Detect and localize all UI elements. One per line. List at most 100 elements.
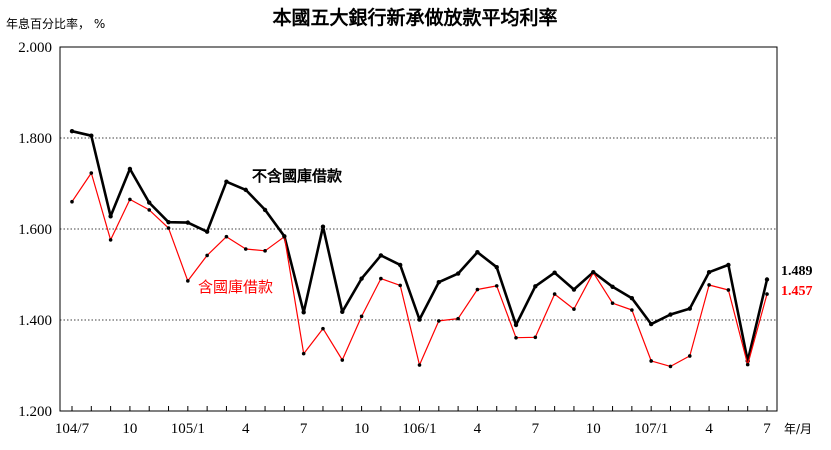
x-tick-label: 10: [354, 421, 369, 437]
data-point: [224, 234, 229, 239]
data-point: [321, 326, 325, 331]
data-point: [572, 307, 576, 311]
data-point: [726, 288, 731, 292]
data-point: [706, 270, 712, 275]
data-point: [765, 292, 769, 296]
series-line: [71, 172, 768, 367]
data-point: [475, 287, 480, 292]
data-point: [108, 214, 113, 219]
chart-title: 本國五大銀行新承做放款平均利率: [272, 6, 557, 29]
data-point: [69, 128, 75, 134]
data-point: [610, 301, 615, 305]
x-tick-label: 7: [763, 421, 771, 437]
data-point: [224, 179, 229, 184]
data-point: [417, 317, 422, 322]
data-point: [687, 354, 692, 358]
y-tick-label: 1.400: [18, 313, 52, 329]
x-tick-label: 10: [122, 421, 137, 437]
y-tick-label: 1.800: [18, 131, 52, 147]
data-point: [282, 234, 287, 239]
data-point: [668, 364, 673, 369]
data-point: [726, 262, 731, 268]
x-tick-label: 4: [474, 421, 482, 437]
y-axis-ticks: 1.200 1.400 1.600 1.800 2.000: [18, 40, 52, 420]
data-point: [89, 133, 94, 138]
x-tick-label: 7: [532, 421, 540, 437]
y-tick-label: 2.000: [18, 40, 52, 56]
data-point: [764, 277, 770, 282]
data-point: [571, 287, 577, 292]
data-point: [436, 280, 442, 285]
data-point: [417, 363, 422, 367]
data-point: [320, 224, 326, 229]
x-tick-label: 7: [300, 421, 308, 437]
data-point: [629, 295, 635, 301]
x-tick-label: 4: [242, 421, 250, 437]
data-point: [127, 166, 133, 172]
data-point: [649, 359, 653, 363]
data-point: [243, 247, 248, 251]
data-point: [455, 271, 461, 276]
data-point: [89, 171, 94, 175]
end-value-including-treasury: 1.457: [781, 284, 813, 299]
data-point: [166, 226, 171, 230]
data-point: [668, 312, 673, 317]
data-point: [648, 321, 654, 327]
data-point: [204, 229, 210, 234]
data-point: [301, 351, 306, 356]
x-tick-label: 106/1: [402, 421, 436, 437]
y-axis-label: 年息百分比率， %: [6, 16, 105, 31]
x-tick-label: 107/1: [634, 421, 668, 437]
data-point: [610, 284, 615, 289]
data-point: [301, 310, 306, 315]
series-label-excluding-treasury: 不含國庫借款: [252, 167, 343, 185]
data-point: [108, 238, 113, 242]
data-point: [185, 220, 191, 225]
y-tick-label: 1.200: [18, 404, 52, 420]
data-point: [359, 276, 364, 281]
data-point: [243, 187, 248, 193]
data-point: [533, 335, 538, 340]
data-point: [262, 207, 268, 213]
data-point: [263, 249, 267, 253]
data-point: [128, 197, 132, 202]
data-point: [456, 316, 460, 321]
y-tick-label: 1.600: [18, 222, 52, 238]
data-point: [437, 319, 441, 323]
x-tick-label: 104/7: [55, 421, 90, 437]
data-point: [513, 322, 519, 328]
x-tick-label: 10: [586, 421, 601, 437]
data-point: [147, 200, 152, 205]
data-point: [475, 250, 480, 255]
x-tick-label: 4: [705, 421, 713, 437]
data-point: [494, 265, 499, 270]
series-line: [71, 129, 769, 363]
x-axis-ticks: 104/7 10 105/1 4 7 10 106/1 4 7 10 107/1 4 7: [55, 406, 771, 437]
data-point: [147, 208, 152, 212]
data-point: [398, 283, 402, 288]
series-label-including-treasury: 含國庫借款: [198, 278, 273, 296]
data-point: [359, 314, 364, 319]
data-point: [707, 283, 711, 287]
data-point: [552, 270, 557, 275]
data-point: [340, 309, 345, 315]
data-point: [205, 253, 209, 258]
data-point: [397, 262, 403, 268]
data-point: [70, 199, 74, 204]
data-point: [378, 253, 384, 258]
data-point: [533, 284, 538, 289]
data-point: [630, 308, 634, 312]
data-point: [166, 219, 171, 225]
data-point: [379, 276, 383, 281]
data-point: [745, 362, 750, 367]
x-axis-label: 年/月: [784, 422, 812, 436]
series-including-treasury: [70, 171, 769, 369]
x-tick-label: 105/1: [171, 421, 205, 437]
data-point: [552, 292, 557, 296]
end-value-excluding-treasury: 1.489: [781, 264, 813, 279]
data-point: [687, 306, 692, 311]
data-point: [494, 284, 499, 288]
data-point: [340, 358, 345, 362]
data-point: [514, 335, 518, 340]
